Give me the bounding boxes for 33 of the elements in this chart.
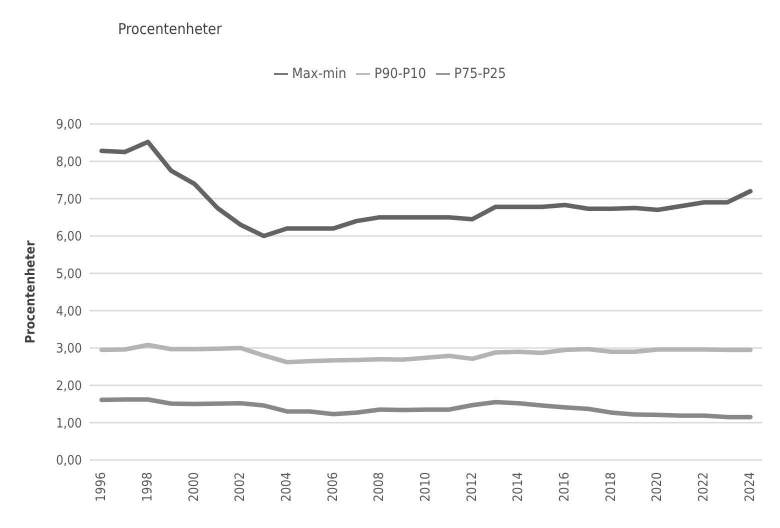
x-tick-label: 1996 [94, 472, 110, 502]
legend-label: Max-min [292, 66, 346, 82]
y-tick-label: 4,00 [56, 304, 82, 320]
x-tick-label: 2008 [372, 472, 388, 502]
x-tick-label: 2022 [696, 472, 712, 502]
x-tick-label: 2002 [233, 472, 248, 502]
line-series [99, 342, 753, 364]
y-tick-label: 7,00 [56, 192, 82, 208]
x-tick-label: 2016 [558, 472, 573, 502]
y-tick-label: 0,00 [56, 454, 82, 469]
x-tick-label: 2012 [464, 472, 480, 502]
chart-title: Procentenheter [118, 20, 222, 38]
legend-label: P75-P25 [454, 66, 506, 82]
line-series [99, 397, 753, 420]
y-tick-label: 5,00 [56, 266, 82, 282]
x-tick-label: 1998 [140, 472, 156, 502]
x-tick-label: 2018 [604, 472, 619, 502]
x-tick-label: 2004 [279, 472, 294, 502]
line-series [99, 140, 753, 238]
x-tick-label: 2000 [186, 472, 202, 502]
y-axis-title: Procentenheter [24, 240, 39, 344]
x-tick-label: 2024 [742, 472, 758, 502]
y-tick-label: 2,00 [56, 378, 82, 394]
x-tick-label: 2006 [326, 472, 341, 502]
y-tick-label: 8,00 [56, 154, 82, 170]
x-tick-label: 2020 [650, 472, 666, 502]
y-tick-label: 1,00 [56, 416, 82, 432]
x-tick-label: 2010 [418, 472, 434, 502]
y-tick-label: 9,00 [56, 118, 82, 133]
x-tick-label: 2014 [511, 472, 526, 502]
y-tick-label: 6,00 [56, 230, 82, 245]
legend-label: P90-P10 [374, 66, 426, 82]
y-tick-label: 3,00 [56, 342, 82, 357]
